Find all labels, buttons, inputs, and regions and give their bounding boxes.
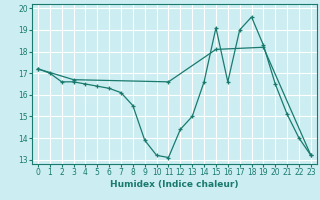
X-axis label: Humidex (Indice chaleur): Humidex (Indice chaleur)	[110, 180, 239, 189]
